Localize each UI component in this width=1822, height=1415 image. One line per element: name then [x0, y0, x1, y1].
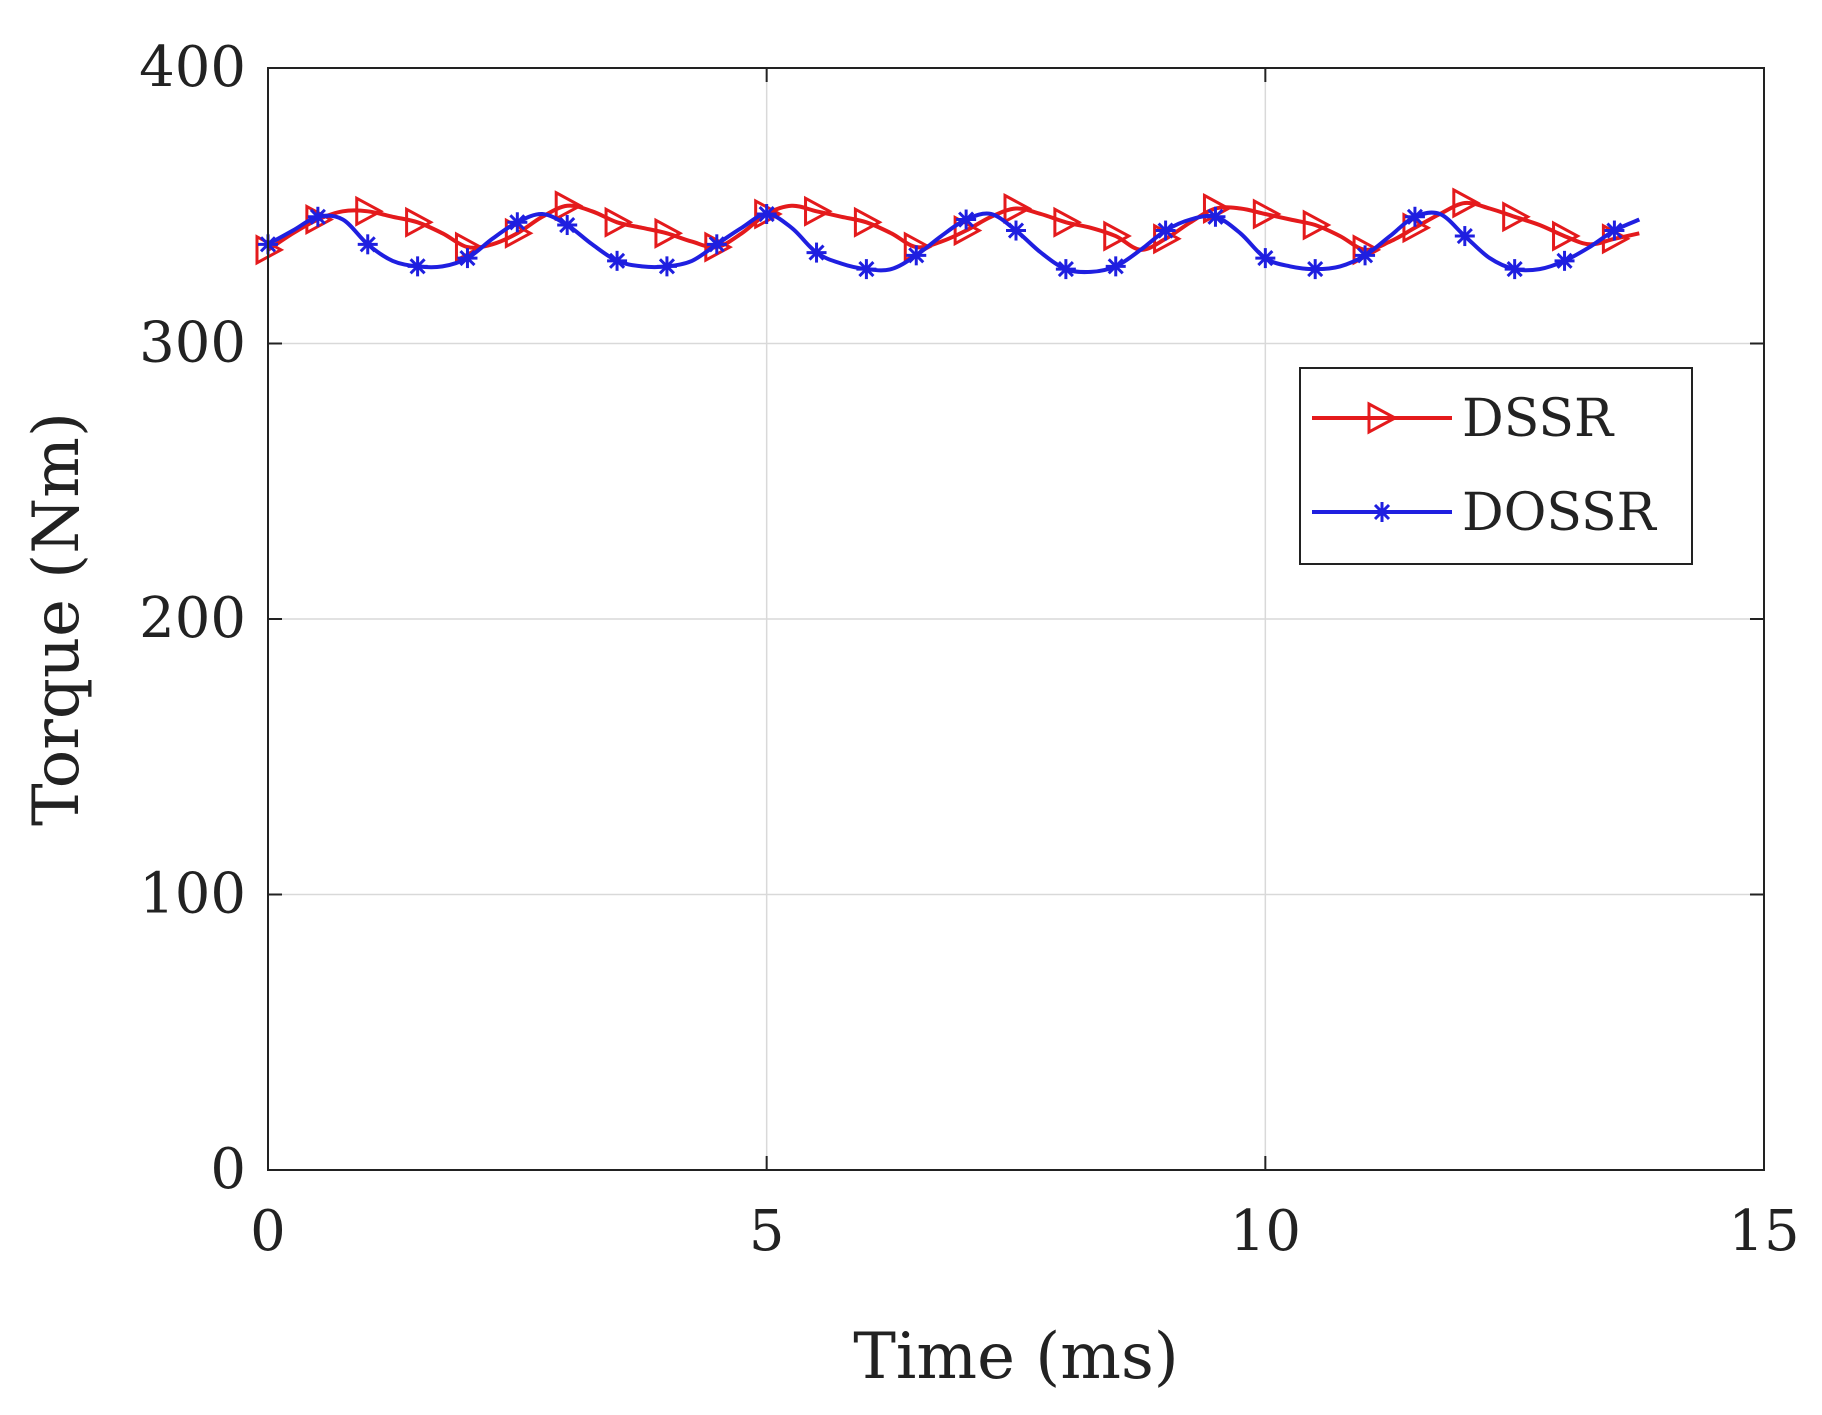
- data-point-dssr: [355, 195, 384, 227]
- data-point-dssr: [1053, 206, 1083, 238]
- data-point-dossr: [706, 234, 727, 255]
- y-tick-label: 400: [139, 35, 246, 100]
- data-point-dossr: [1305, 259, 1326, 280]
- data-point-dossr: [457, 248, 478, 269]
- x-tick-label: 5: [749, 1199, 785, 1264]
- data-point-dssr: [853, 206, 883, 238]
- y-axis-title: Torque (Nm): [20, 412, 94, 826]
- legend-label-dssr: DSSR: [1462, 389, 1615, 449]
- data-point-dossr: [1255, 248, 1276, 269]
- data-point-dossr: [1504, 259, 1525, 280]
- data-point-dossr: [407, 256, 428, 277]
- data-point-dossr: [507, 212, 528, 233]
- data-point-dossr: [1355, 245, 1376, 266]
- data-point-dossr: [756, 204, 777, 225]
- data-point-dossr: [656, 256, 677, 277]
- y-tick-label: 100: [139, 862, 246, 927]
- data-point-dossr: [557, 215, 578, 236]
- axis-ticks: 0 5 10 15 0 100 200 300 400: [139, 35, 1800, 1264]
- data-point-dssr: [1452, 187, 1481, 219]
- y-tick-label: 300: [139, 311, 246, 376]
- legend-marker-dssr: [1367, 401, 1399, 435]
- legend-label-dossr: DOSSR: [1462, 483, 1658, 543]
- data-point-dossr: [1006, 220, 1026, 241]
- data-point-dssr: [604, 206, 634, 238]
- x-axis-title: Time (ms): [853, 1320, 1179, 1394]
- series-dossr: [258, 204, 1641, 280]
- data-point-dossr: [1105, 256, 1126, 277]
- data-point-dossr: [307, 206, 328, 227]
- data-point-dossr: [1205, 206, 1226, 227]
- data-point-dossr: [806, 242, 827, 263]
- data-point-dssr: [1252, 198, 1282, 230]
- data-point-dossr: [1454, 226, 1475, 247]
- data-point-dssr: [554, 190, 584, 222]
- x-tick-label: 0: [250, 1199, 286, 1264]
- legend-box: [1299, 367, 1693, 565]
- data-point-dssr: [1302, 209, 1332, 241]
- data-point-dossr: [1055, 259, 1076, 280]
- data-point-dssr: [1552, 220, 1581, 252]
- x-tick-label: 10: [1230, 1199, 1301, 1264]
- data-point-dossr: [1404, 206, 1425, 227]
- data-point-dssr: [405, 206, 434, 238]
- x-tick-label: 15: [1728, 1199, 1799, 1264]
- data-point-dssr: [1103, 220, 1132, 252]
- data-point-dssr: [1003, 192, 1033, 225]
- data-point-dssr: [654, 217, 684, 249]
- legend: DSSR DOSSR: [1299, 367, 1693, 565]
- data-point-dossr: [607, 250, 628, 271]
- legend-marker-dossr: [1372, 502, 1392, 522]
- data-point-dossr: [1155, 220, 1176, 241]
- data-point-dossr: [906, 245, 927, 266]
- y-tick-label: 200: [139, 586, 246, 651]
- data-point-dossr: [1604, 220, 1625, 241]
- grid-lines: [268, 68, 1764, 1170]
- data-point-dossr: [357, 234, 378, 255]
- data-point-dssr: [1502, 201, 1531, 233]
- data-point-dossr: [856, 259, 877, 280]
- data-point-dossr: [1554, 250, 1575, 271]
- data-point-dssr: [804, 195, 833, 227]
- data-point-dossr: [956, 209, 977, 230]
- y-tick-label: 0: [210, 1137, 246, 1202]
